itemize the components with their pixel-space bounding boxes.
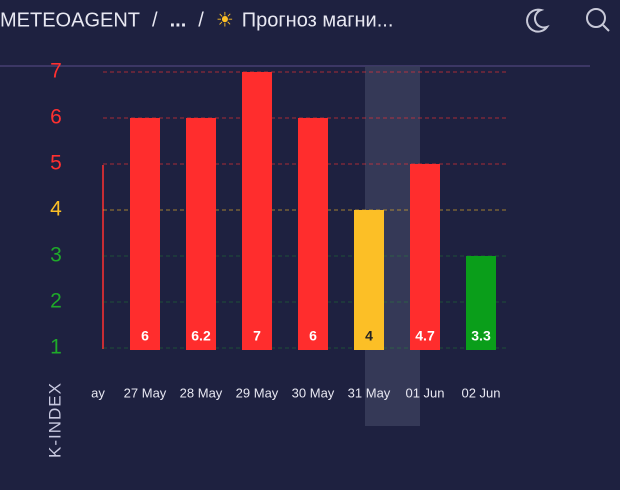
y-tick-label: 6 (50, 106, 62, 129)
theme-toggle[interactable] (526, 8, 550, 33)
search-button[interactable] (586, 8, 610, 32)
bar-value-label: 4.7 (415, 328, 435, 344)
bar-value-label: 6 (309, 328, 317, 344)
breadcrumb-item: ☀ (216, 9, 234, 31)
bar-value-label: 6.2 (191, 328, 211, 344)
bar-value-label: 6 (141, 328, 149, 344)
x-tick-label: 01 Jun (405, 385, 444, 400)
bar (466, 256, 496, 350)
x-tick-label: ay (91, 385, 105, 400)
y-tick-label: 7 (50, 60, 62, 83)
x-tick-label: 31 May (348, 385, 391, 400)
bar (410, 164, 440, 350)
x-tick-label: 30 May (292, 385, 335, 400)
x-tick-label: 28 May (180, 385, 223, 400)
bar (298, 118, 328, 350)
breadcrumb-item: / (152, 9, 158, 31)
breadcrumb-item: Прогноз магни... (242, 9, 394, 31)
bar-value-label: 3.3 (471, 328, 491, 344)
y-tick-label: 2 (50, 290, 62, 313)
chart: 1 2 3 4 5 6 7 ay 27 May 6 28 May 6.2 29 May 7 30 May 6 3… (50, 60, 506, 426)
bar (130, 118, 160, 350)
breadcrumb-item: / (198, 9, 204, 31)
x-tick-label: 27 May (124, 385, 167, 400)
y-tick-label: 5 (50, 152, 62, 175)
search-icon (586, 8, 606, 28)
bar (186, 118, 216, 350)
y-tick-label: 3 (50, 244, 62, 267)
x-tick-label: 02 Jun (461, 385, 500, 400)
breadcrumb-item: METEOAGENT (0, 9, 140, 31)
bar (354, 210, 384, 350)
y-tick-label: 4 (50, 198, 62, 221)
bar (242, 72, 272, 350)
moon-icon (526, 8, 550, 33)
y-tick-label: 1 (50, 336, 62, 359)
x-tick-label: 29 May (236, 385, 279, 400)
search-handle (602, 24, 610, 32)
bar-value-label: 4 (365, 328, 373, 344)
bar-value-label: 7 (253, 328, 261, 344)
y-axis-label: K-INDEX (45, 382, 64, 458)
breadcrumb: METEOAGENT /... / ☀ Прогноз магни... (0, 9, 393, 31)
breadcrumb-item: ... (170, 9, 187, 31)
